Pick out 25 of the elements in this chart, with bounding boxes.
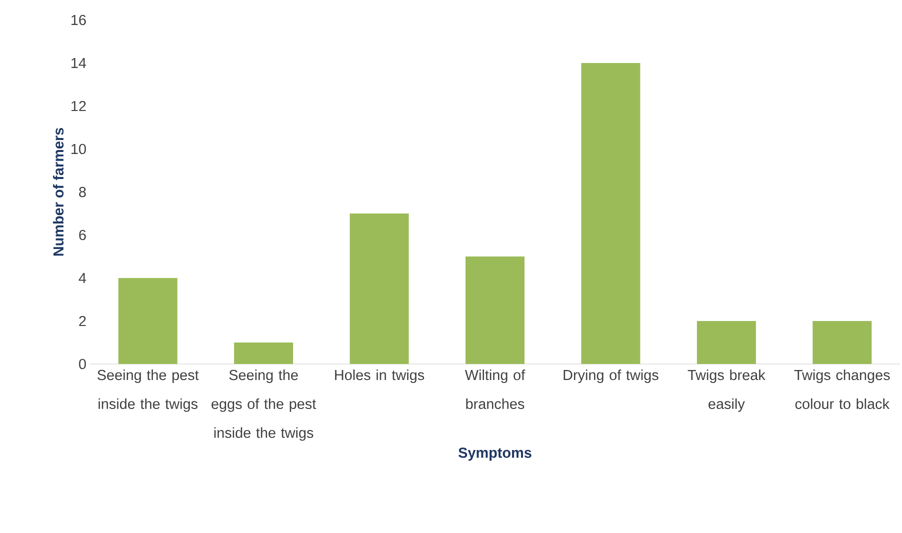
y-tick-label: 4 [78,273,86,283]
x-tick-label: Twigs changes colour to black [794,370,890,410]
bar [466,256,524,364]
y-tick-label: 8 [79,186,86,198]
x-axis-title: Symptoms [458,448,532,461]
x-tick-label: Holes in twigs [335,370,424,383]
y-tick-label: 14 [72,58,86,68]
y-tick-label: 10 [72,144,86,154]
bar [581,62,640,364]
y-tick-label: 6 [79,230,86,240]
y-tick-label: 2 [79,316,86,326]
y-tick-label: 12 [72,100,86,112]
bar [350,213,409,364]
x-tick-label: Wilting of branches [464,370,526,410]
x-tick-label: Twigs break easily [688,370,766,412]
bar [234,342,294,364]
x-tick-label: Seeing the eggs of the pest inside the twigs [212,370,316,441]
x-tick-label: Drying of twigs [564,370,658,383]
x-tick-label: Seeing the pest inside the twigs [98,370,199,412]
bar [118,278,178,364]
bar [696,321,756,364]
bar [812,321,872,364]
y-tick-label: 0 [79,358,86,370]
y-tick-label: 16 [72,14,86,26]
y-axis-title: Number of farmers [52,128,64,256]
